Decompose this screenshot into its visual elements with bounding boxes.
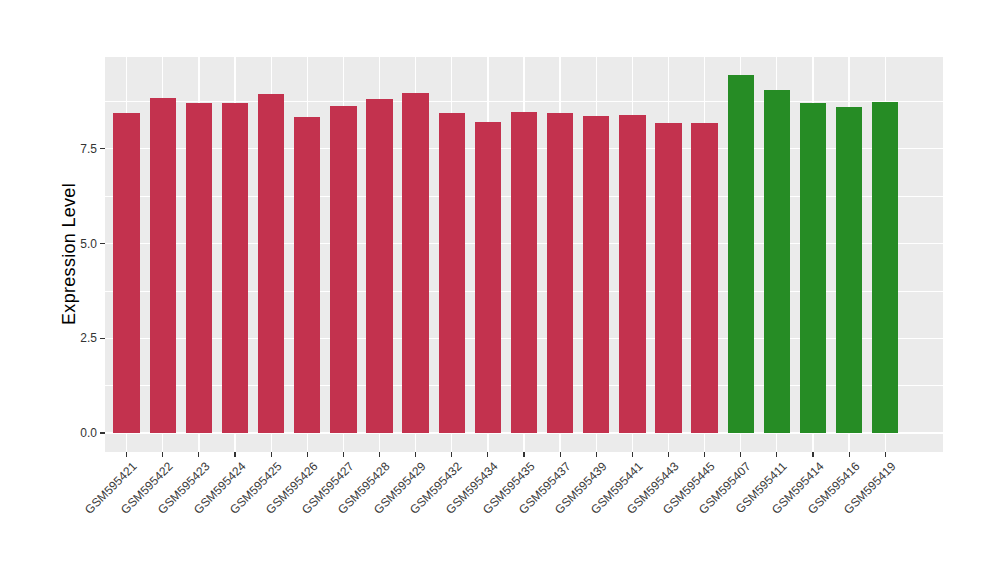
x-tick-mark (379, 452, 380, 457)
x-tick-mark (198, 452, 199, 457)
y-tick-label: 5.0 (59, 237, 97, 251)
bar (583, 116, 609, 433)
x-tick-mark (343, 452, 344, 457)
bar (294, 117, 320, 433)
x-tick-mark (668, 452, 669, 457)
x-tick-mark (740, 452, 741, 457)
bar (728, 75, 754, 433)
bar (330, 106, 356, 433)
minor-gridline (105, 101, 943, 102)
bar (258, 94, 284, 433)
x-tick-mark (632, 452, 633, 457)
bar (547, 113, 573, 433)
plot-panel (105, 57, 943, 452)
bar (113, 113, 139, 433)
y-tick-label: 0.0 (59, 426, 97, 440)
bar (836, 107, 862, 433)
bar (402, 93, 428, 433)
x-tick-mark (523, 452, 524, 457)
x-tick-mark (307, 452, 308, 457)
bar (800, 103, 826, 433)
bar (655, 123, 681, 433)
y-tick-mark (100, 338, 105, 339)
bar (366, 99, 392, 433)
x-tick-mark (162, 452, 163, 457)
x-tick-mark (451, 452, 452, 457)
x-tick-mark (560, 452, 561, 457)
x-tick-mark (126, 452, 127, 457)
bar (511, 112, 537, 433)
bar (764, 90, 790, 433)
y-tick-mark (100, 148, 105, 149)
x-tick-mark (776, 452, 777, 457)
bar (186, 103, 212, 433)
bar (619, 115, 645, 433)
x-tick-mark (812, 452, 813, 457)
y-tick-mark (100, 243, 105, 244)
y-tick-mark (100, 432, 105, 433)
x-tick-mark (704, 452, 705, 457)
y-axis-title: Expression Level (59, 183, 80, 325)
expression-bar-chart: Expression Level 0.02.55.07.5GSM595421GS… (0, 0, 1000, 580)
bar (222, 103, 248, 433)
x-tick-mark (271, 452, 272, 457)
x-tick-mark (234, 452, 235, 457)
bar (691, 123, 717, 433)
y-tick-label: 2.5 (59, 331, 97, 345)
x-tick-mark (487, 452, 488, 457)
bar (150, 98, 176, 433)
x-tick-mark (885, 452, 886, 457)
x-tick-mark (596, 452, 597, 457)
x-tick-mark (849, 452, 850, 457)
x-tick-mark (415, 452, 416, 457)
y-tick-label: 7.5 (59, 142, 97, 156)
bar (475, 122, 501, 433)
bar (439, 113, 465, 433)
bar (872, 102, 898, 433)
